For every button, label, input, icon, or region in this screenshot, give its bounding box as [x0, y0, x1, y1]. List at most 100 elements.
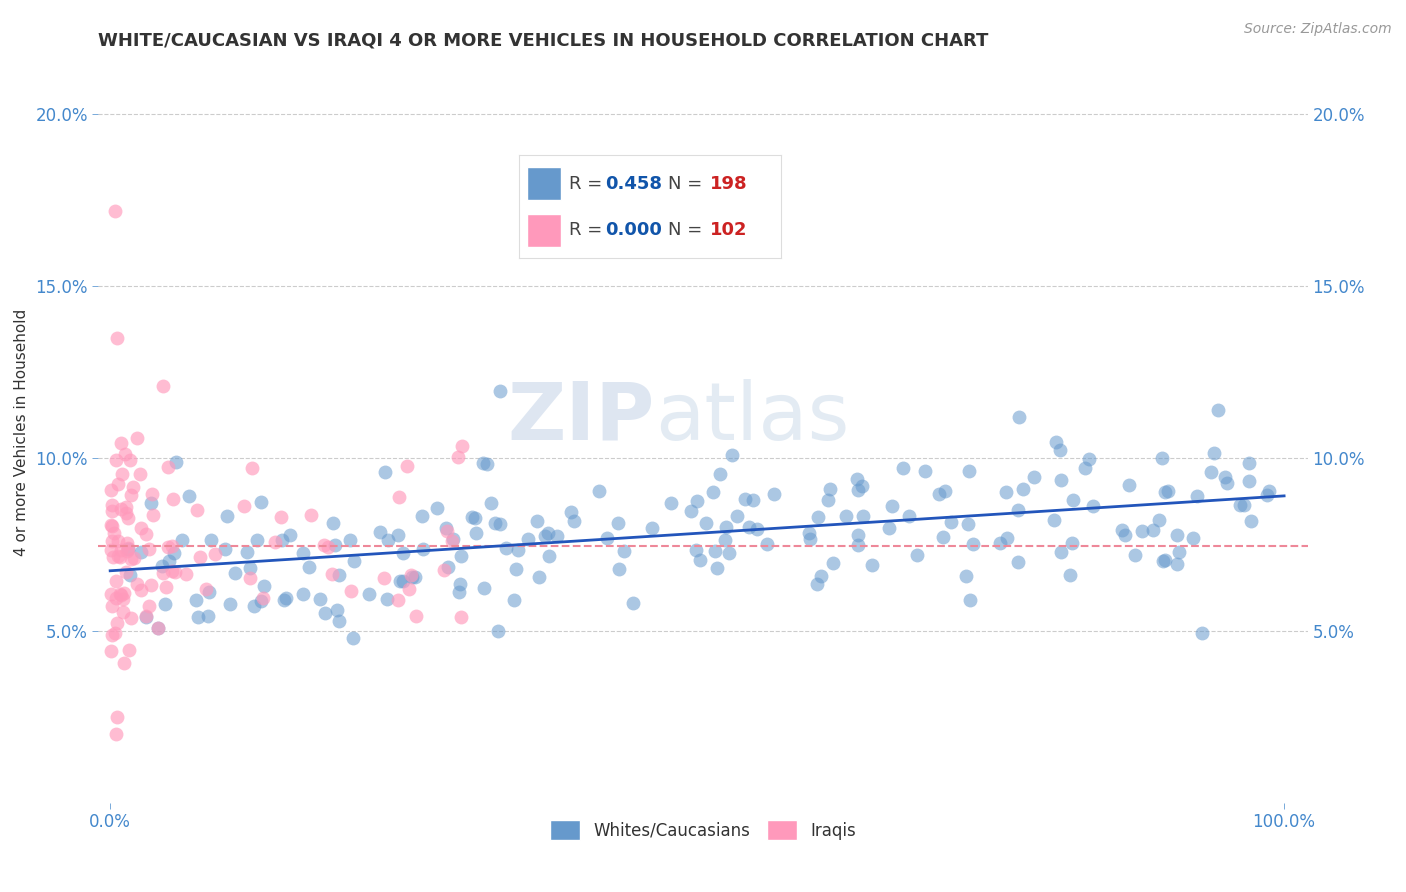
Point	[105, 331, 128, 345]
Point	[401, 570, 423, 584]
Point	[689, 553, 711, 567]
Text: N =: N =	[668, 175, 709, 193]
Point	[447, 584, 470, 599]
Point	[100, 518, 122, 533]
Point	[763, 487, 786, 501]
Point	[120, 488, 142, 502]
Point	[527, 570, 550, 584]
Point	[108, 587, 131, 601]
Point	[898, 509, 921, 524]
Point	[219, 597, 242, 611]
Text: 0.000: 0.000	[606, 221, 662, 239]
Text: atlas: atlas	[655, 379, 849, 457]
Point	[1059, 568, 1081, 582]
Point	[124, 551, 146, 566]
Point	[1130, 524, 1153, 539]
Point	[1256, 488, 1278, 502]
Point	[150, 559, 173, 574]
Point	[110, 436, 132, 450]
Point	[1166, 528, 1188, 542]
Point	[1185, 489, 1208, 503]
Point	[891, 461, 914, 475]
Point	[174, 567, 197, 582]
Point	[114, 506, 136, 520]
Point	[179, 489, 201, 503]
Point	[537, 525, 560, 540]
Point	[270, 509, 292, 524]
Point	[1182, 531, 1205, 545]
Point	[184, 592, 207, 607]
Point	[160, 564, 183, 578]
Point	[375, 592, 398, 607]
Point	[714, 533, 737, 548]
Point	[148, 621, 170, 635]
Point	[797, 526, 820, 541]
Point	[738, 520, 761, 534]
Point	[273, 593, 295, 607]
Point	[236, 545, 259, 559]
Point	[709, 467, 731, 482]
Point	[477, 457, 499, 471]
Point	[851, 479, 873, 493]
Point	[756, 537, 779, 551]
Point	[607, 562, 630, 576]
Point	[242, 599, 264, 613]
Point	[741, 493, 763, 508]
Point	[292, 587, 315, 601]
Point	[112, 586, 135, 600]
Point	[1011, 482, 1033, 496]
Point	[1074, 461, 1097, 475]
Point	[239, 571, 262, 585]
Text: WHITE/CAUCASIAN VS IRAQI 4 OR MORE VEHICLES IN HOUSEHOLD CORRELATION CHART: WHITE/CAUCASIAN VS IRAQI 4 OR MORE VEHIC…	[98, 32, 988, 50]
Point	[807, 510, 830, 524]
Point	[695, 516, 717, 530]
Point	[250, 495, 273, 509]
Point	[1237, 456, 1260, 470]
Point	[799, 532, 821, 546]
Point	[111, 467, 134, 481]
Point	[1078, 452, 1101, 467]
Point	[253, 579, 276, 593]
Point	[100, 543, 122, 558]
Point	[685, 542, 707, 557]
Point	[120, 452, 142, 467]
Point	[489, 384, 512, 399]
Point	[1237, 474, 1260, 488]
Point	[152, 378, 174, 392]
Point	[197, 609, 219, 624]
Point	[398, 582, 420, 596]
Point	[1111, 523, 1133, 537]
Point	[934, 483, 956, 498]
Point	[1150, 451, 1173, 466]
Point	[1049, 442, 1071, 457]
Point	[860, 558, 883, 572]
Point	[404, 570, 426, 584]
Point	[141, 487, 163, 501]
Point	[432, 563, 454, 577]
Point	[810, 569, 832, 583]
Point	[165, 455, 187, 469]
Point	[472, 456, 495, 470]
Point	[1167, 545, 1189, 559]
Point	[437, 560, 460, 574]
Text: Source: ZipAtlas.com: Source: ZipAtlas.com	[1244, 22, 1392, 37]
Point	[533, 528, 555, 542]
Point	[392, 574, 415, 588]
Point	[108, 550, 131, 565]
Point	[880, 499, 903, 513]
Point	[215, 509, 238, 524]
Point	[125, 431, 148, 445]
Point	[299, 508, 322, 523]
Point	[146, 620, 169, 634]
Point	[486, 624, 509, 639]
Point	[232, 499, 254, 513]
Point	[105, 453, 128, 467]
Text: 0.458: 0.458	[606, 175, 662, 193]
Point	[1114, 527, 1136, 541]
Point	[1153, 553, 1175, 567]
Point	[250, 593, 273, 607]
Point	[596, 531, 619, 545]
Point	[1024, 470, 1046, 484]
Point	[538, 549, 561, 563]
Point	[214, 542, 236, 557]
